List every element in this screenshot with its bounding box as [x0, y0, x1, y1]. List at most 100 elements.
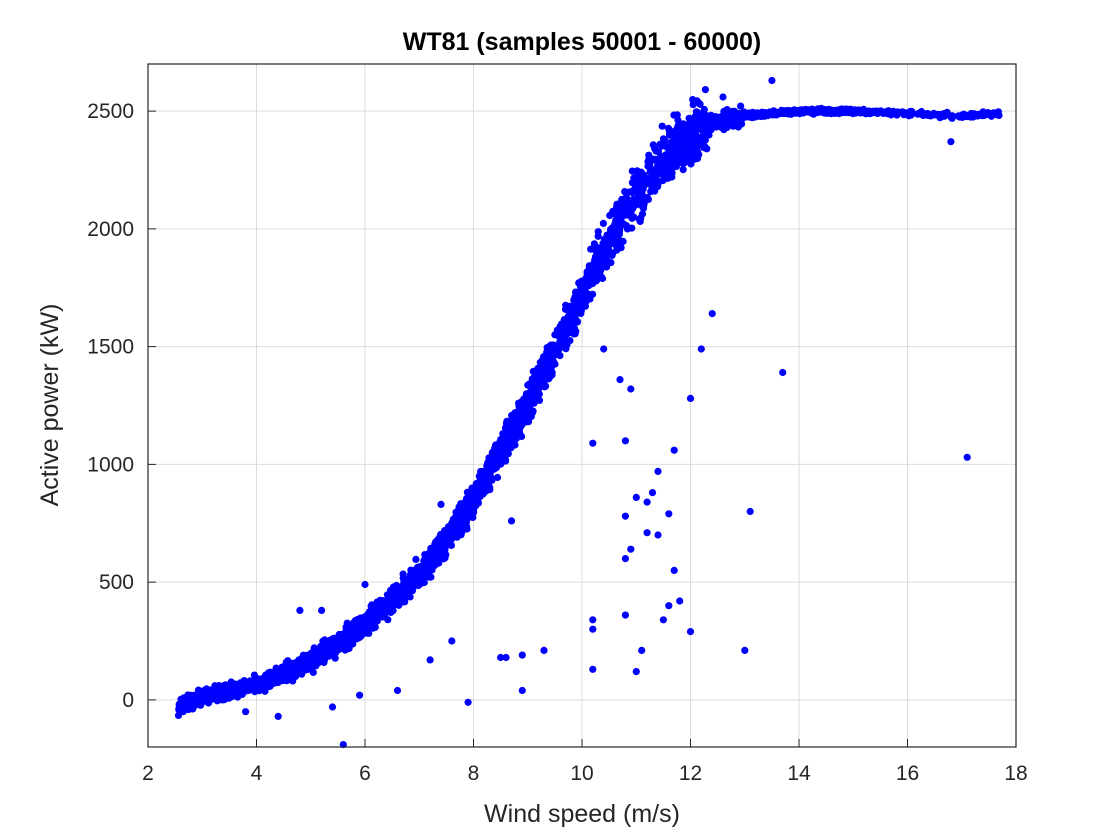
outlier-point [589, 439, 597, 447]
data-point [319, 648, 327, 656]
data-point [571, 330, 579, 338]
outlier-point [697, 345, 705, 353]
data-point [481, 484, 489, 492]
data-point [709, 122, 718, 130]
outlier-point [746, 507, 754, 516]
data-point [825, 107, 833, 115]
x-tick-label: 8 [468, 762, 480, 785]
outlier-point [621, 437, 630, 445]
data-point [723, 106, 731, 114]
data-point [639, 204, 648, 212]
data-point [612, 219, 620, 227]
data-point [558, 322, 566, 330]
data-point [598, 253, 607, 261]
data-point [943, 108, 951, 116]
outlier-point [589, 625, 597, 633]
data-point [602, 245, 611, 254]
data-point [785, 106, 793, 115]
data-point [640, 172, 648, 180]
data-point [552, 350, 560, 358]
data-point [704, 128, 712, 136]
data-point [206, 692, 214, 700]
data-point [365, 629, 373, 638]
data-point [877, 107, 885, 115]
data-point [670, 151, 678, 159]
data-point [891, 109, 900, 117]
x-tick-label: 4 [251, 762, 263, 785]
data-point [628, 167, 636, 175]
data-point [533, 388, 541, 396]
data-point [583, 270, 591, 278]
data-point [548, 368, 556, 377]
data-point [212, 693, 220, 701]
outlier-point [426, 656, 434, 664]
data-point [722, 115, 730, 123]
data-point [407, 566, 415, 574]
data-point [568, 307, 576, 315]
outlier-point [621, 512, 630, 520]
data-point [478, 474, 486, 482]
outlier-point [670, 566, 678, 575]
data-point [472, 486, 480, 494]
data-point [689, 152, 697, 160]
data-point [385, 603, 393, 611]
data-point [525, 401, 533, 409]
outlier-point [643, 498, 651, 506]
data-point [266, 682, 274, 691]
outlier-point [708, 310, 716, 318]
y-tick-label: 500 [99, 571, 134, 594]
outlier-point [274, 712, 282, 721]
data-point [568, 315, 576, 323]
outlier-point [627, 545, 635, 553]
data-point [558, 327, 566, 336]
outlier-point [621, 555, 630, 563]
data-point [779, 107, 787, 115]
data-point [652, 147, 660, 155]
outlier-point [632, 493, 640, 501]
data-point [611, 239, 619, 247]
y-tick-label: 1000 [87, 453, 134, 476]
data-point [285, 664, 293, 673]
data-point [699, 123, 707, 131]
y-axis-ticks: 0 500 1000 1500 2000 2500 [87, 100, 156, 712]
outlier-point [638, 646, 646, 655]
data-point [673, 111, 681, 119]
data-points [174, 76, 1003, 749]
outlier-point [589, 665, 597, 673]
data-point [648, 181, 656, 190]
data-point [737, 102, 745, 110]
data-point [689, 96, 697, 104]
outlier-point [318, 606, 326, 615]
data-point [635, 216, 644, 224]
data-point [760, 112, 769, 120]
data-point [608, 234, 616, 242]
data-point [659, 176, 667, 185]
data-point [838, 109, 847, 117]
outlier-point [242, 708, 250, 716]
data-point [204, 699, 213, 707]
data-point [857, 107, 865, 115]
outlier-point [448, 637, 456, 645]
outlier-point [665, 602, 673, 610]
data-point [292, 658, 300, 667]
data-point [317, 657, 325, 665]
data-point [537, 375, 545, 383]
data-point [518, 397, 526, 405]
data-point [443, 535, 451, 543]
data-point [613, 200, 621, 208]
data-point [510, 420, 518, 428]
data-point [714, 116, 722, 124]
data-point [731, 117, 739, 125]
y-axis-label: Active power (kW) [36, 304, 64, 507]
data-point [230, 687, 238, 695]
data-point [933, 111, 941, 119]
data-point [668, 156, 676, 164]
data-point [668, 173, 676, 181]
x-axis-label: Wind speed (m/s) [484, 800, 680, 828]
data-point [345, 644, 353, 653]
data-point [298, 670, 306, 678]
data-point [473, 479, 481, 487]
outlier-point [518, 686, 526, 695]
data-point [240, 681, 248, 689]
data-point [585, 282, 593, 290]
